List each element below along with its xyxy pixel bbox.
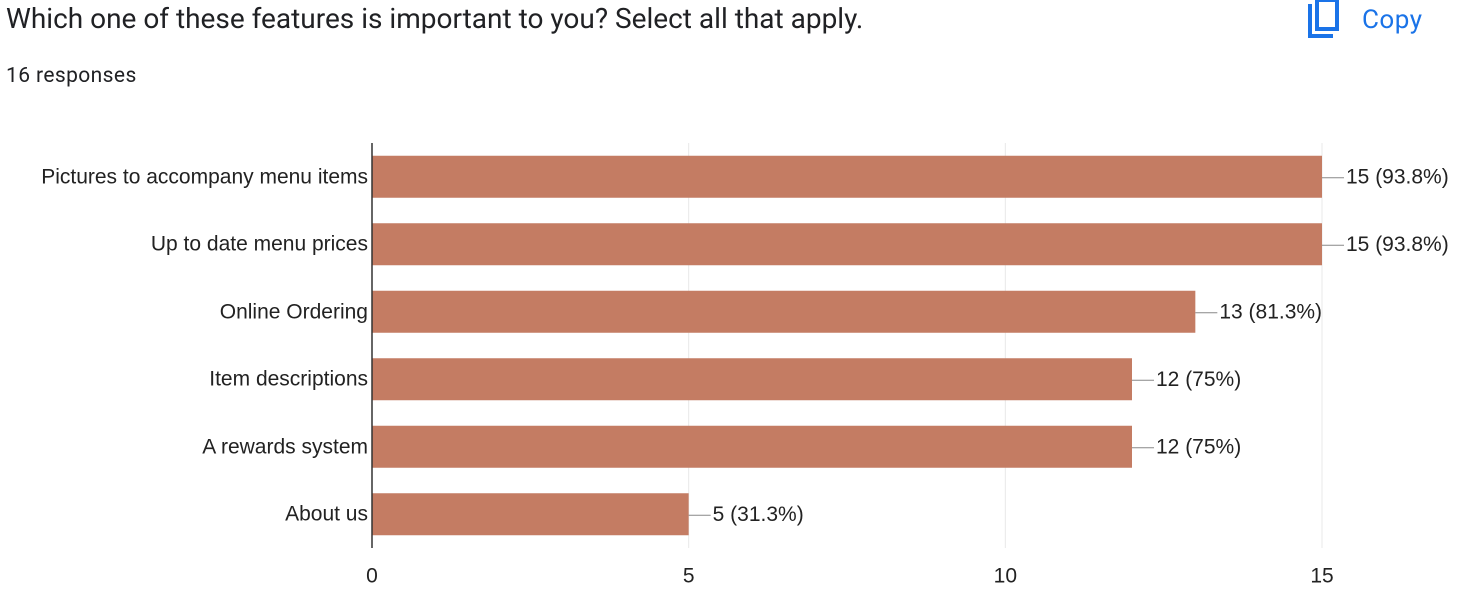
value-label: 5 (31.3%) — [713, 503, 804, 526]
bar — [372, 425, 1132, 468]
x-tick-label: 10 — [994, 565, 1017, 588]
bar — [372, 155, 1322, 198]
x-tick-label: 15 — [1310, 565, 1333, 588]
y-tick-label: A rewards system — [202, 435, 368, 459]
question-title: Which one of these features is important… — [6, 2, 864, 35]
y-tick-label: Online Ordering — [219, 300, 368, 324]
y-tick-label: Item descriptions — [209, 367, 368, 391]
x-tick-label: 0 — [366, 565, 378, 588]
bar — [372, 290, 1196, 333]
value-label: 13 (81.3%) — [1219, 300, 1322, 323]
bar — [372, 358, 1132, 401]
copy-label[interactable]: Copy — [1362, 5, 1423, 35]
y-tick-label: About us — [285, 502, 368, 526]
value-label: 15 (93.8%) — [1346, 165, 1449, 188]
y-tick-label: Pictures to accompany menu items — [41, 165, 368, 189]
value-label: 12 (75%) — [1156, 435, 1241, 458]
copy-button[interactable]: Copy — [1306, 0, 1423, 40]
bar — [372, 223, 1322, 266]
value-label: 12 (75%) — [1156, 368, 1241, 391]
y-tick-label: Up to date menu prices — [150, 232, 368, 256]
bar — [372, 493, 689, 536]
x-tick-label: 5 — [683, 565, 695, 588]
copy-icon — [1308, 0, 1339, 38]
response-count: 16 responses — [6, 64, 137, 88]
value-label: 15 (93.8%) — [1346, 233, 1449, 256]
